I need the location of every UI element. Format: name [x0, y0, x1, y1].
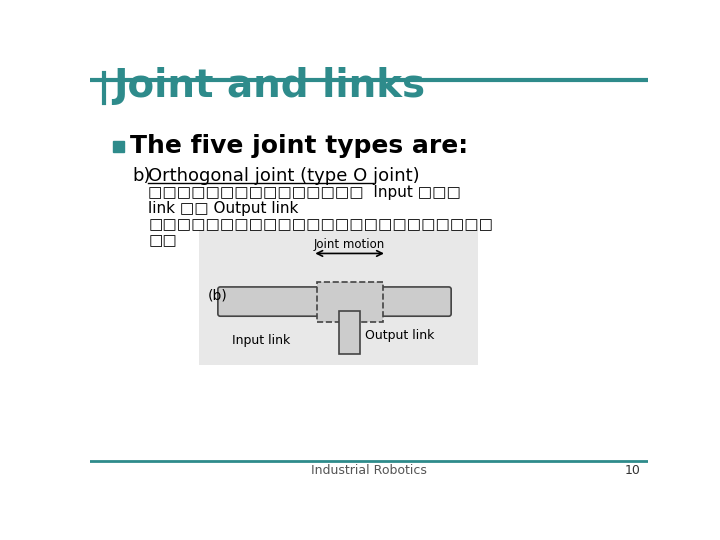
- Text: □□: □□: [148, 233, 177, 248]
- Text: b): b): [132, 167, 151, 185]
- Text: The five joint types are:: The five joint types are:: [130, 134, 469, 158]
- Bar: [199, 231, 477, 365]
- Text: Orthogonal joint (type O joint): Orthogonal joint (type O joint): [148, 167, 420, 185]
- Text: (b): (b): [208, 288, 228, 302]
- Text: Joint and links: Joint and links: [113, 68, 426, 105]
- FancyBboxPatch shape: [218, 287, 451, 316]
- Bar: [339, 311, 361, 354]
- Text: Industrial Robotics: Industrial Robotics: [311, 464, 427, 477]
- Bar: [317, 281, 382, 322]
- Text: Joint motion: Joint motion: [314, 238, 385, 251]
- Text: 10: 10: [624, 464, 640, 477]
- Text: Output link: Output link: [365, 329, 434, 342]
- Text: □□□□□□□□□□□□□□□□□□□□□□□□: □□□□□□□□□□□□□□□□□□□□□□□□: [148, 218, 493, 232]
- Text: □□□□□□□□□□□□□□□  Input □□□: □□□□□□□□□□□□□□□ Input □□□: [148, 185, 461, 200]
- Bar: [113, 141, 124, 152]
- Text: link □□ Output link: link □□ Output link: [148, 200, 299, 215]
- Text: Input link: Input link: [232, 334, 290, 347]
